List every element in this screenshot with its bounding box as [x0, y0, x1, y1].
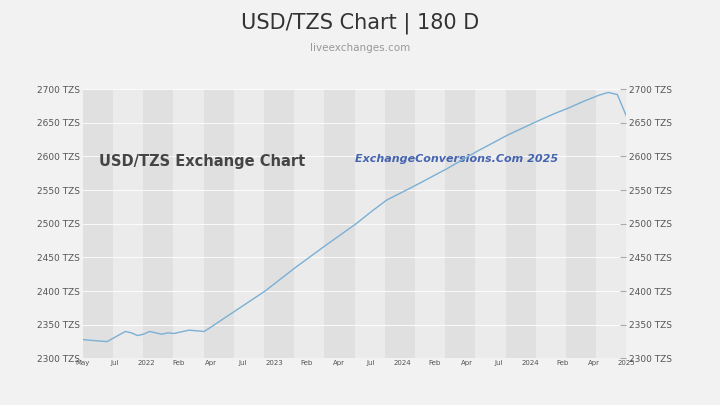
Bar	[536, 89, 566, 358]
Text: USD/TZS Chart | 180 D: USD/TZS Chart | 180 D	[241, 12, 479, 34]
Bar	[415, 89, 445, 358]
Text: ExchangeConversions.Com 2025: ExchangeConversions.Com 2025	[355, 154, 558, 164]
Text: USD/TZS Exchange Chart: USD/TZS Exchange Chart	[99, 154, 305, 169]
Bar	[143, 89, 174, 358]
Bar	[294, 89, 325, 358]
Bar	[325, 89, 355, 358]
Bar	[445, 89, 475, 358]
Bar	[384, 89, 415, 358]
Bar	[596, 89, 626, 358]
Bar	[113, 89, 143, 358]
Bar	[264, 89, 294, 358]
Text: liveexchanges.com: liveexchanges.com	[310, 43, 410, 53]
Bar	[174, 89, 204, 358]
Bar	[566, 89, 596, 358]
Bar	[475, 89, 505, 358]
Bar	[83, 89, 113, 358]
Bar	[505, 89, 536, 358]
Bar	[204, 89, 234, 358]
Bar	[234, 89, 264, 358]
Bar	[355, 89, 384, 358]
